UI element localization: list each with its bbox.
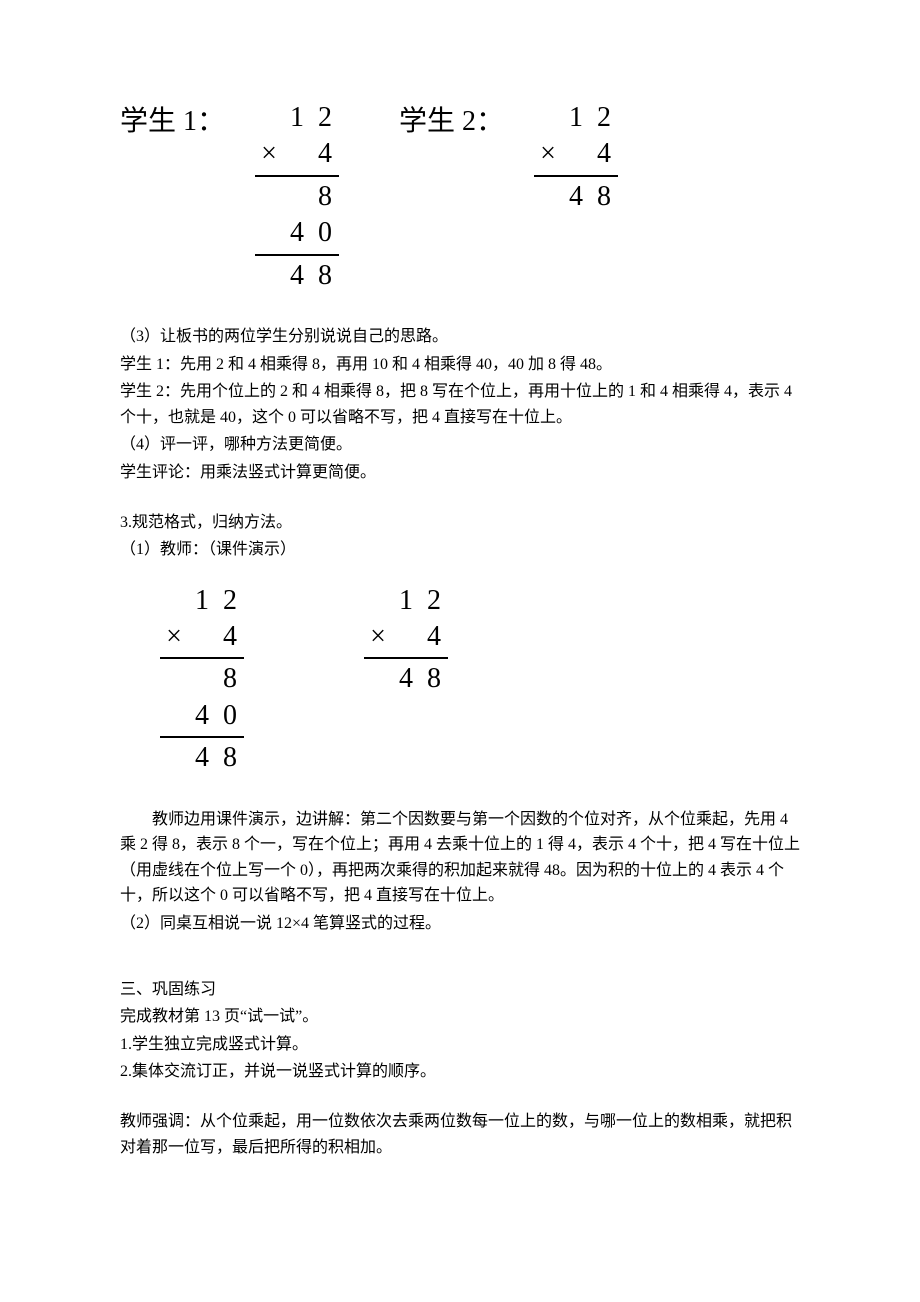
c2-line1 xyxy=(364,657,448,659)
text-block-5: 教师强调：从个位乘起，用一位数依次去乘两位数每一位上的数，与哪一位上的数相乘，就… xyxy=(120,1109,800,1160)
mid-math-row: 1 2 × 4 8 4 0 4 8 xyxy=(160,583,800,777)
t4-l3: 1.学生独立完成竖式计算。 xyxy=(120,1032,800,1058)
text-block-3: 教师边用课件演示，边讲解：第二个因数要与第一个因数的个位对齐，从个位乘起，先用 … xyxy=(120,807,800,937)
s1-r2-d2: 4 xyxy=(311,136,339,172)
s2-r2-d2: 4 xyxy=(590,136,618,172)
c1-r1-d1: 1 xyxy=(188,583,216,619)
s2-r2-op: × xyxy=(534,136,562,172)
s1-r5-d1: 4 xyxy=(283,258,311,294)
c1-r4-op xyxy=(160,698,188,734)
s2-r2-d1 xyxy=(562,136,590,172)
t4-l2: 完成教材第 13 页“试一试”。 xyxy=(120,1004,800,1030)
mid-col1-vertical: 1 2 × 4 8 4 0 4 8 xyxy=(160,583,244,777)
s1-r3-op xyxy=(255,179,283,215)
s1-line1 xyxy=(255,175,339,177)
s1-r1-op xyxy=(255,100,283,136)
t1-l3: 学生 2：先用个位上的 2 和 4 相乘得 8，把 8 写在个位上，再用十位上的… xyxy=(120,379,800,430)
t3-l2: （2）同桌互相说一说 12×4 笔算竖式的过程。 xyxy=(120,911,800,937)
c1-line1 xyxy=(160,657,244,659)
c2-r3-d1: 4 xyxy=(392,661,420,697)
top-math-row: 学生 1： 1 2 × 4 8 4 0 xyxy=(120,100,800,294)
t4-l1: 三、巩固练习 xyxy=(120,977,800,1003)
c1-r5-d1: 4 xyxy=(188,740,216,776)
c1-r2-d2: 4 xyxy=(216,619,244,655)
student1-vertical: 1 2 × 4 8 4 0 4 8 xyxy=(255,100,339,294)
t3-l1: 教师边用课件演示，边讲解：第二个因数要与第一个因数的个位对齐，从个位乘起，先用 … xyxy=(120,807,800,909)
c1-r3-d2: 8 xyxy=(216,661,244,697)
s1-r2-d1 xyxy=(283,136,311,172)
s2-r1-d1: 1 xyxy=(562,100,590,136)
c2-r1-d2: 2 xyxy=(420,583,448,619)
mid-col2-vertical: 1 2 × 4 4 8 xyxy=(364,583,448,698)
t1-l2: 学生 1：先用 2 和 4 相乘得 8，再用 10 和 4 相乘得 40，40 … xyxy=(120,352,800,378)
c1-r4-d1: 4 xyxy=(188,698,216,734)
s1-r1-d2: 2 xyxy=(311,100,339,136)
t2-l2: （1）教师：（课件演示） xyxy=(120,537,800,563)
s2-r3-d2: 8 xyxy=(590,179,618,215)
c2-r1-d1: 1 xyxy=(392,583,420,619)
t1-l4: （4）评一评，哪种方法更简便。 xyxy=(120,432,800,458)
s1-r5-d2: 8 xyxy=(311,258,339,294)
c1-r2-op: × xyxy=(160,619,188,655)
c2-r3-d2: 8 xyxy=(420,661,448,697)
c2-r2-d2: 4 xyxy=(420,619,448,655)
mid-col2-block: 1 2 × 4 4 8 xyxy=(364,583,448,777)
student2-label: 学生 2： xyxy=(399,100,504,145)
c1-r4-d2: 0 xyxy=(216,698,244,734)
t4-l4: 2.集体交流订正，并说一说竖式计算的顺序。 xyxy=(120,1059,800,1085)
student2-block: 学生 2： 1 2 × 4 4 8 xyxy=(399,100,618,294)
c2-r3-op xyxy=(364,661,392,697)
c1-line2 xyxy=(160,736,244,738)
c2-r2-d1 xyxy=(392,619,420,655)
s1-line2 xyxy=(255,254,339,256)
s2-r1-d2: 2 xyxy=(590,100,618,136)
c2-r1-op xyxy=(364,583,392,619)
c1-r1-d2: 2 xyxy=(216,583,244,619)
c1-r5-op xyxy=(160,740,188,776)
s1-r5-op xyxy=(255,258,283,294)
t1-l5: 学生评论：用乘法竖式计算更简便。 xyxy=(120,460,800,486)
c1-r2-d1 xyxy=(188,619,216,655)
s1-r4-d2: 0 xyxy=(311,215,339,251)
c2-r2-op: × xyxy=(364,619,392,655)
s2-r3-op xyxy=(534,179,562,215)
mid-col1-block: 1 2 × 4 8 4 0 4 8 xyxy=(160,583,244,777)
student1-block: 学生 1： 1 2 × 4 8 4 0 xyxy=(120,100,339,294)
t5-l1: 教师强调：从个位乘起，用一位数依次去乘两位数每一位上的数，与哪一位上的数相乘，就… xyxy=(120,1109,800,1160)
s2-line1 xyxy=(534,175,618,177)
s1-r2-op: × xyxy=(255,136,283,172)
t2-l1: 3.规范格式，归纳方法。 xyxy=(120,510,800,536)
t1-l1: （3）让板书的两位学生分别说说自己的思路。 xyxy=(120,324,800,350)
s1-r3-d2: 8 xyxy=(311,179,339,215)
s2-r1-op xyxy=(534,100,562,136)
student2-vertical: 1 2 × 4 4 8 xyxy=(534,100,618,215)
c1-r3-op xyxy=(160,661,188,697)
s2-r3-d1: 4 xyxy=(562,179,590,215)
c1-r5-d2: 8 xyxy=(216,740,244,776)
s1-r1-d1: 1 xyxy=(283,100,311,136)
text-block-2: 3.规范格式，归纳方法。 （1）教师：（课件演示） xyxy=(120,510,800,563)
student1-label: 学生 1： xyxy=(120,100,225,145)
s1-r3-d1 xyxy=(283,179,311,215)
text-block-1: （3）让板书的两位学生分别说说自己的思路。 学生 1：先用 2 和 4 相乘得 … xyxy=(120,324,800,486)
s1-r4-op xyxy=(255,215,283,251)
c1-r3-d1 xyxy=(188,661,216,697)
s1-r4-d1: 4 xyxy=(283,215,311,251)
c1-r1-op xyxy=(160,583,188,619)
text-block-4: 三、巩固练习 完成教材第 13 页“试一试”。 1.学生独立完成竖式计算。 2.… xyxy=(120,977,800,1085)
